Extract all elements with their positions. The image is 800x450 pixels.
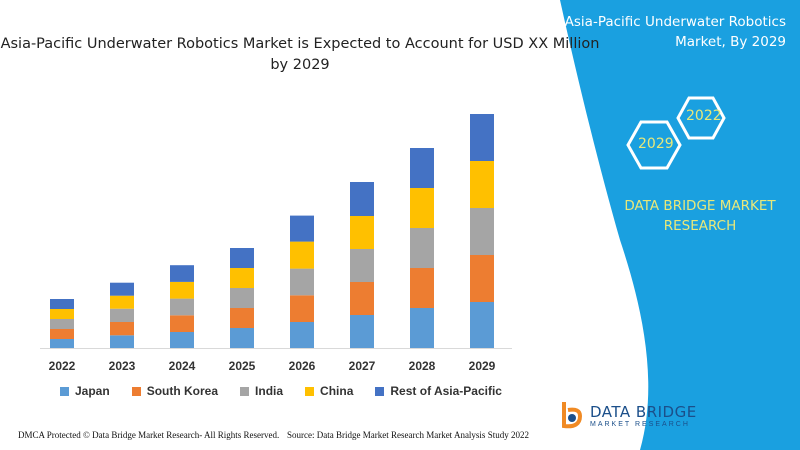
bar-2026-rest-of-asia-pacific	[290, 215, 314, 242]
hex-label-2022: 2022	[686, 108, 722, 124]
legend-swatch	[305, 386, 315, 396]
bar-2024-south-korea	[170, 315, 194, 332]
bar-2029-china	[470, 161, 494, 208]
bar-2023-china	[110, 295, 134, 309]
legend-label: China	[320, 384, 354, 398]
x-tick-label: 2029	[469, 359, 496, 373]
logo-name: DATA BRIDGE	[590, 402, 697, 421]
x-tick-label: 2028	[409, 359, 436, 373]
panel-brand: DATA BRIDGE MARKET RESEARCH	[624, 198, 776, 234]
legend-item: India	[240, 384, 283, 398]
bar-2025-japan	[230, 328, 254, 348]
legend-swatch	[60, 386, 69, 396]
bar-2025-china	[230, 268, 254, 288]
bar-2022-south-korea	[50, 329, 74, 339]
bar-2029-south-korea	[470, 255, 494, 302]
bar-2024-rest-of-asia-pacific	[170, 265, 194, 282]
footer-source: Source: Data Bridge Market Research Mark…	[287, 430, 529, 440]
bar-2026-india	[290, 268, 314, 296]
panel-title: Asia-Pacific Underwater Robotics Market,…	[564, 14, 786, 50]
bar-2029-japan	[470, 302, 494, 348]
logo: DATA BRIDGE MARKET RESEARCH	[560, 400, 697, 430]
legend-item: Rest of Asia-Pacific	[375, 384, 502, 398]
logo-tagline: MARKET RESEARCH	[590, 420, 690, 428]
legend-swatch	[375, 386, 385, 396]
bar-2022-rest-of-asia-pacific	[50, 299, 74, 309]
bar-2022-china	[50, 309, 74, 319]
bar-2027-rest-of-asia-pacific	[350, 182, 374, 216]
bar-2027-india	[350, 249, 374, 282]
stacked-bar-chart: 2022 2023 2024 2025 2026 2027 2028 2029	[40, 114, 512, 373]
legend-item: China	[305, 384, 353, 398]
bar-2028-rest-of-asia-pacific	[410, 148, 434, 188]
bar-2028-india	[410, 228, 434, 268]
bar-2027-south-korea	[350, 282, 374, 315]
bar-2028-japan	[410, 308, 434, 348]
logo-icon	[562, 402, 583, 429]
bar-2023-japan	[110, 335, 134, 348]
legend-swatch	[131, 386, 141, 396]
legend: Japan South Korea India China Rest of Asia-P…	[60, 384, 502, 398]
legend-label: Japan	[75, 384, 110, 398]
footer-copyright: DMCA Protected © Data Bridge Market Rese…	[18, 430, 280, 440]
bar-2028-china	[410, 188, 434, 228]
bar-2027-japan	[350, 315, 374, 348]
x-tick-label: 2023	[109, 359, 136, 373]
legend-label: India	[255, 384, 284, 398]
bar-2024-india	[170, 298, 194, 316]
bar-2026-china	[290, 241, 314, 269]
bar-2029-rest-of-asia-pacific	[470, 114, 494, 161]
bar-2023-south-korea	[110, 322, 134, 336]
bar-2025-south-korea	[230, 308, 254, 328]
legend-label: South Korea	[146, 384, 219, 398]
bar-2023-india	[110, 308, 134, 322]
bar-2024-japan	[170, 332, 194, 348]
bar-2026-japan	[290, 322, 314, 348]
x-tick-label: 2026	[289, 359, 316, 373]
legend-label: Rest of Asia-Pacific	[390, 384, 502, 398]
bar-2022-india	[50, 319, 74, 329]
bar-2029-india	[470, 208, 494, 255]
x-tick-label: 2024	[169, 359, 196, 373]
bar-2025-rest-of-asia-pacific	[230, 248, 254, 268]
bar-2022-japan	[50, 339, 74, 348]
x-tick-label: 2025	[229, 359, 256, 373]
hex-label-2029: 2029	[638, 136, 674, 152]
bar-2023-rest-of-asia-pacific	[110, 282, 134, 296]
legend-swatch	[240, 386, 250, 396]
bar-2027-china	[350, 216, 374, 249]
bar-2028-south-korea	[410, 268, 434, 308]
bar-2025-india	[230, 288, 254, 308]
panel-background	[560, 0, 800, 450]
legend-item: South Korea	[131, 384, 219, 398]
chart-title: Asia-Pacific Underwater Robotics Market …	[0, 36, 600, 73]
x-tick-label: 2027	[349, 359, 376, 373]
legend-item: Japan	[60, 384, 110, 398]
x-tick-label: 2022	[49, 359, 76, 373]
bar-2024-china	[170, 281, 194, 299]
bar-2026-south-korea	[290, 295, 314, 322]
hex-2022-shape	[676, 96, 726, 140]
hex-2029-shape	[626, 120, 682, 170]
